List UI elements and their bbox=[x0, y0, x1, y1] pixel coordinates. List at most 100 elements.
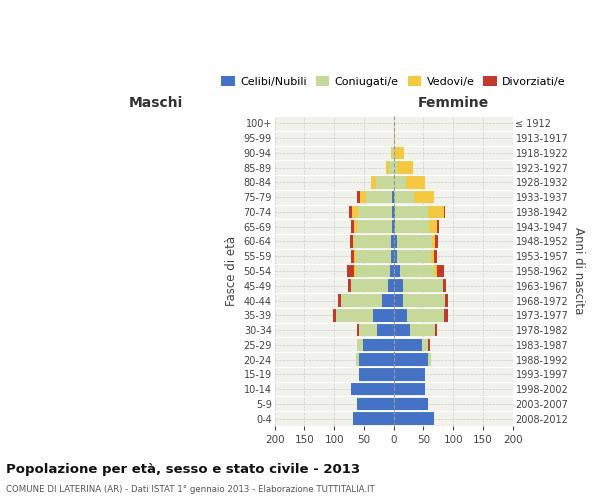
Bar bbox=[395, 206, 428, 218]
Bar bbox=[356, 264, 390, 278]
Bar bbox=[349, 206, 352, 218]
Bar bbox=[394, 176, 406, 188]
Bar bbox=[365, 191, 392, 203]
Bar bbox=[434, 250, 437, 262]
Bar bbox=[437, 264, 444, 278]
Bar bbox=[394, 250, 397, 262]
Bar bbox=[386, 162, 389, 174]
Bar bbox=[382, 294, 394, 307]
Bar bbox=[397, 235, 433, 248]
Bar bbox=[359, 368, 394, 380]
Bar bbox=[351, 383, 394, 396]
Bar bbox=[371, 176, 376, 188]
Bar bbox=[391, 250, 394, 262]
Bar bbox=[434, 264, 437, 278]
Bar bbox=[390, 264, 394, 278]
Bar bbox=[428, 354, 431, 366]
Bar bbox=[357, 338, 363, 351]
Bar bbox=[444, 206, 445, 218]
Bar bbox=[336, 309, 373, 322]
Bar bbox=[360, 191, 365, 203]
Bar bbox=[395, 220, 430, 233]
Bar bbox=[394, 191, 415, 203]
Bar bbox=[394, 162, 397, 174]
Bar bbox=[403, 294, 445, 307]
Legend: Celibi/Nubili, Coniugati/e, Vedovi/e, Divorziati/e: Celibi/Nubili, Coniugati/e, Vedovi/e, Di… bbox=[217, 72, 570, 92]
Bar bbox=[403, 280, 443, 292]
Bar bbox=[436, 235, 438, 248]
Bar bbox=[350, 235, 353, 248]
Bar bbox=[373, 309, 394, 322]
Bar bbox=[400, 264, 434, 278]
Bar bbox=[410, 324, 436, 336]
Bar bbox=[355, 250, 356, 262]
Bar bbox=[352, 250, 355, 262]
Bar bbox=[415, 191, 434, 203]
Y-axis label: Anni di nascita: Anni di nascita bbox=[572, 228, 585, 314]
Bar bbox=[377, 324, 394, 336]
Bar bbox=[394, 383, 425, 396]
Bar bbox=[406, 176, 425, 188]
Bar bbox=[376, 176, 394, 188]
Bar bbox=[394, 132, 395, 144]
Bar bbox=[397, 162, 413, 174]
Bar bbox=[394, 280, 403, 292]
Bar bbox=[443, 280, 446, 292]
Bar bbox=[394, 368, 425, 380]
Text: Femmine: Femmine bbox=[418, 96, 489, 110]
Bar bbox=[394, 398, 428, 410]
Bar bbox=[392, 206, 394, 218]
Bar bbox=[437, 220, 439, 233]
Bar bbox=[355, 264, 356, 278]
Bar bbox=[353, 412, 394, 425]
Bar bbox=[391, 146, 392, 159]
Bar bbox=[333, 309, 336, 322]
Bar bbox=[394, 354, 428, 366]
Bar bbox=[355, 235, 391, 248]
Bar bbox=[356, 354, 359, 366]
Bar bbox=[394, 235, 397, 248]
Bar bbox=[358, 220, 392, 233]
Bar bbox=[394, 412, 434, 425]
Bar bbox=[445, 294, 448, 307]
Bar bbox=[358, 206, 392, 218]
Bar bbox=[392, 146, 394, 159]
Bar bbox=[394, 309, 407, 322]
Bar bbox=[357, 398, 394, 410]
Text: Popolazione per età, sesso e stato civile - 2013: Popolazione per età, sesso e stato civil… bbox=[6, 462, 360, 475]
Text: Maschi: Maschi bbox=[128, 96, 183, 110]
Bar bbox=[359, 354, 394, 366]
Bar bbox=[341, 294, 382, 307]
Bar bbox=[352, 206, 358, 218]
Bar bbox=[394, 206, 395, 218]
Bar bbox=[356, 250, 391, 262]
Bar bbox=[359, 324, 377, 336]
Bar bbox=[422, 338, 428, 351]
Bar bbox=[352, 220, 355, 233]
Bar bbox=[436, 324, 437, 336]
Bar bbox=[394, 338, 422, 351]
Bar bbox=[353, 235, 355, 248]
Bar bbox=[431, 250, 434, 262]
Bar bbox=[394, 294, 403, 307]
Bar bbox=[407, 309, 443, 322]
Bar bbox=[430, 220, 437, 233]
Bar bbox=[392, 220, 394, 233]
Bar bbox=[394, 264, 400, 278]
Bar bbox=[428, 338, 430, 351]
Bar bbox=[395, 146, 404, 159]
Bar bbox=[443, 309, 448, 322]
Bar bbox=[394, 220, 395, 233]
Bar bbox=[357, 191, 360, 203]
Bar bbox=[388, 280, 394, 292]
Bar bbox=[363, 338, 394, 351]
Bar bbox=[338, 294, 341, 307]
Bar bbox=[433, 235, 436, 248]
Bar bbox=[392, 191, 394, 203]
Bar bbox=[389, 162, 394, 174]
Bar bbox=[397, 250, 431, 262]
Bar bbox=[351, 280, 388, 292]
Y-axis label: Fasce di età: Fasce di età bbox=[225, 236, 238, 306]
Bar bbox=[428, 206, 444, 218]
Bar bbox=[394, 324, 410, 336]
